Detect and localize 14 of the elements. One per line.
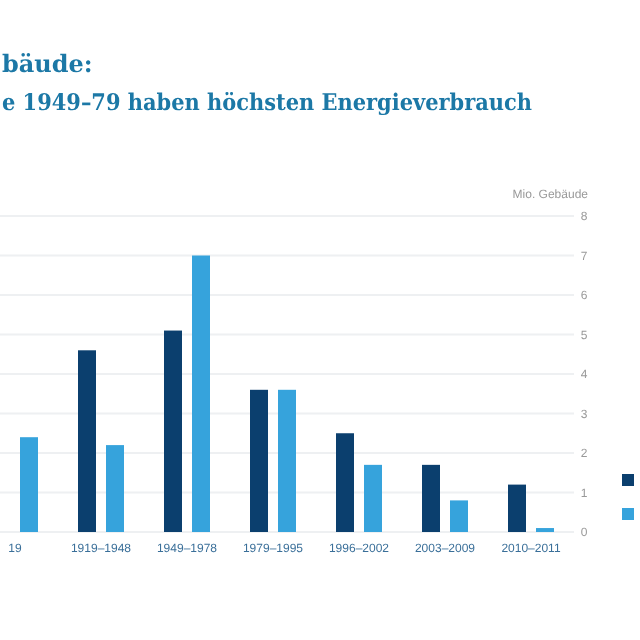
bar bbox=[450, 500, 468, 532]
bar bbox=[20, 437, 38, 532]
bar bbox=[336, 433, 354, 532]
bar bbox=[422, 464, 440, 532]
chart-title: bäude: bbox=[2, 50, 93, 78]
bar bbox=[164, 330, 182, 532]
bar bbox=[78, 350, 96, 532]
bar bbox=[278, 389, 296, 532]
bar bbox=[192, 255, 210, 532]
chart-subtitle: e 1949–79 haben höchsten Energieverbrauch bbox=[2, 88, 585, 116]
bar bbox=[250, 389, 268, 532]
bar bbox=[364, 464, 382, 532]
bar bbox=[508, 484, 526, 532]
bar bbox=[106, 445, 124, 532]
